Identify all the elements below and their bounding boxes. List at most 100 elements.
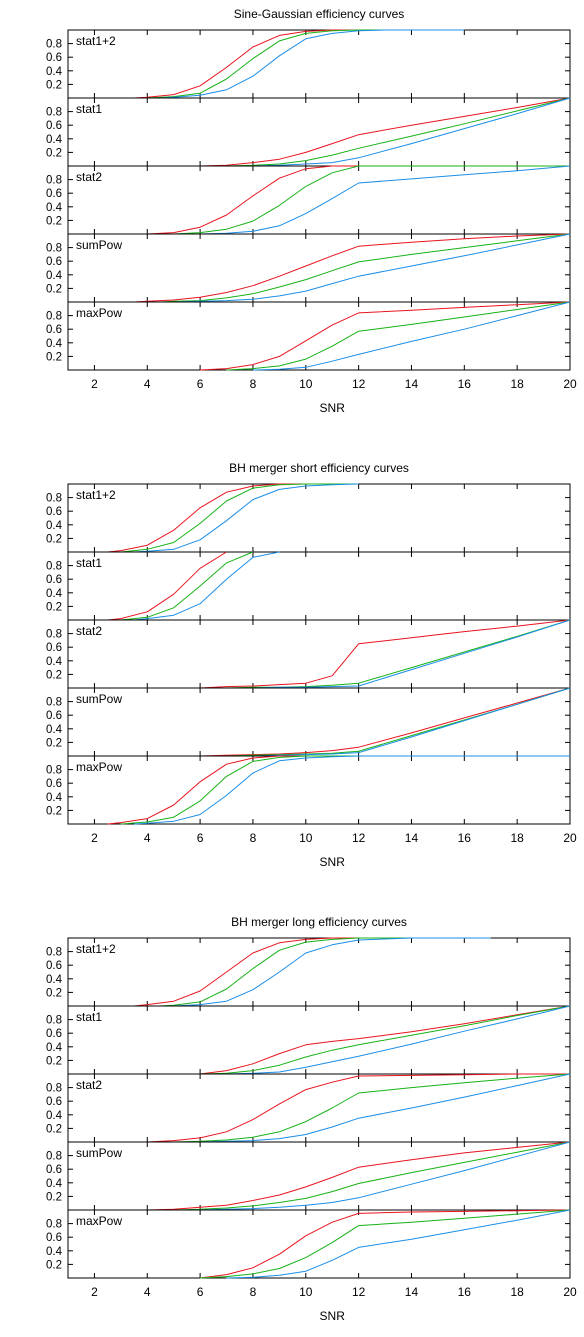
- chart-title: BH merger short efficiency curves: [229, 461, 409, 475]
- y-tick-label: 0.6: [46, 1096, 62, 1108]
- panel-label: sumPow: [76, 238, 122, 252]
- panel-frame: [67, 619, 571, 689]
- x-tick-label: 4: [144, 377, 151, 391]
- panel-frame: [67, 1005, 571, 1075]
- y-tick-label: 0.2: [46, 79, 62, 91]
- series-line-green: [160, 233, 571, 303]
- y-tick-label: 0.2: [46, 987, 62, 999]
- series-line-blue: [200, 1073, 571, 1143]
- series-line-red: [200, 301, 571, 371]
- panel-stat1+2: 0.20.4 0.60.8 stat1+2: [46, 937, 571, 1007]
- y-tick-label: 0.2: [46, 805, 62, 817]
- y-tick-label: 0.8: [46, 629, 62, 641]
- y-tick-label: 0.2: [46, 147, 62, 159]
- y-tick-label: 0.4: [46, 270, 63, 282]
- panel-label: stat1+2: [76, 34, 116, 48]
- series-line-red: [200, 97, 571, 167]
- y-tick-label: 0.6: [46, 52, 62, 64]
- y-tick-label: 0.4: [46, 588, 63, 600]
- y-tick-label: 0.8: [46, 493, 62, 505]
- series-line-red: [107, 551, 227, 621]
- series-line-blue: [200, 687, 571, 757]
- y-tick-label: 0.4: [46, 792, 63, 804]
- x-tick-label: 10: [299, 1285, 313, 1299]
- y-tick-label: 0.2: [46, 1259, 62, 1271]
- series-line-green: [173, 165, 570, 235]
- panel-frame: [67, 937, 571, 1007]
- y-tick-label: 0.4: [46, 202, 63, 214]
- y-tick-label: 0.6: [46, 778, 62, 790]
- x-tick-label: 12: [352, 377, 366, 391]
- y-tick-label: 0.6: [46, 574, 62, 586]
- panel-maxPow: 0.20.4 0.60.8 maxPow: [46, 755, 571, 825]
- series-line-green: [173, 1073, 571, 1143]
- series-line-green: [173, 1141, 571, 1211]
- y-tick-label: 0.6: [46, 120, 62, 132]
- x-tick-label: 10: [299, 377, 313, 391]
- series-line-red: [200, 1005, 571, 1075]
- series-line-blue: [200, 165, 571, 235]
- panel-frame: [67, 551, 571, 621]
- y-tick-label: 0.8: [46, 1015, 62, 1027]
- y-tick-label: 0.2: [46, 669, 62, 681]
- y-tick-label: 0.6: [46, 188, 62, 200]
- y-tick-label: 0.8: [46, 947, 62, 959]
- y-tick-label: 0.4: [46, 338, 63, 350]
- panel-stat2: 0.20.4 0.60.8 stat2: [46, 165, 571, 235]
- x-tick-label: 2: [91, 831, 98, 845]
- series-line-red: [107, 483, 359, 553]
- panel-label: stat1: [76, 1010, 102, 1024]
- x-tick-label: 4: [144, 831, 151, 845]
- chart-2: BH merger long efficiency curves0.20.40.…: [46, 915, 577, 1323]
- chart-0: Sine-Gaussian efficiency curves0.20.40.6…: [46, 7, 577, 415]
- series-line-blue: [134, 483, 359, 553]
- y-tick-label: 0.4: [46, 1178, 63, 1190]
- y-tick-label: 0.6: [46, 960, 62, 972]
- series-line-blue: [226, 1209, 571, 1279]
- panel-label: stat2: [76, 1078, 102, 1092]
- series-line-green: [226, 301, 571, 371]
- y-tick-label: 0.8: [46, 561, 62, 573]
- chart-title: Sine-Gaussian efficiency curves: [234, 7, 405, 21]
- x-tick-label: 8: [250, 831, 257, 845]
- y-tick-label: 0.4: [46, 520, 63, 532]
- panel-label: maxPow: [76, 760, 122, 774]
- panel-label: stat1+2: [76, 942, 116, 956]
- x-tick-label: 16: [458, 377, 472, 391]
- panel-label: sumPow: [76, 692, 122, 706]
- y-tick-label: 0.8: [46, 697, 62, 709]
- x-axis-label: SNR: [320, 855, 346, 869]
- y-tick-label: 0.2: [46, 215, 62, 227]
- x-tick-label: 8: [250, 377, 257, 391]
- series-line-blue: [173, 233, 571, 303]
- y-tick-label: 0.2: [46, 1191, 62, 1203]
- series-line-red: [200, 687, 571, 757]
- panel-frame: [67, 301, 571, 371]
- y-tick-label: 0.4: [46, 66, 63, 78]
- series-line-green: [226, 97, 571, 167]
- panel-sumPow: 0.20.4 0.60.8 sumPow: [46, 1141, 571, 1211]
- x-tick-label: 6: [197, 831, 204, 845]
- series-line-red: [134, 937, 491, 1007]
- series-line-blue: [226, 1005, 571, 1075]
- y-tick-label: 0.2: [46, 601, 62, 613]
- series-line-green: [200, 1209, 571, 1279]
- x-tick-label: 20: [563, 831, 577, 845]
- x-tick-label: 6: [197, 377, 204, 391]
- series-line-green: [160, 937, 491, 1007]
- panel-stat1+2: 0.20.4 0.60.8 stat1+2: [46, 29, 571, 99]
- series-line-red: [200, 1209, 571, 1279]
- x-tick-label: 14: [405, 831, 419, 845]
- panel-frame: [67, 687, 571, 757]
- x-tick-label: 2: [91, 1285, 98, 1299]
- panel-frame: [67, 233, 571, 303]
- panel-frame: [67, 1209, 571, 1279]
- series-line-blue: [200, 619, 571, 689]
- y-tick-label: 0.6: [46, 256, 62, 268]
- y-tick-label: 0.4: [46, 1042, 63, 1054]
- panel-frame: [67, 755, 571, 825]
- y-tick-label: 0.6: [46, 506, 62, 518]
- x-tick-label: 12: [352, 831, 366, 845]
